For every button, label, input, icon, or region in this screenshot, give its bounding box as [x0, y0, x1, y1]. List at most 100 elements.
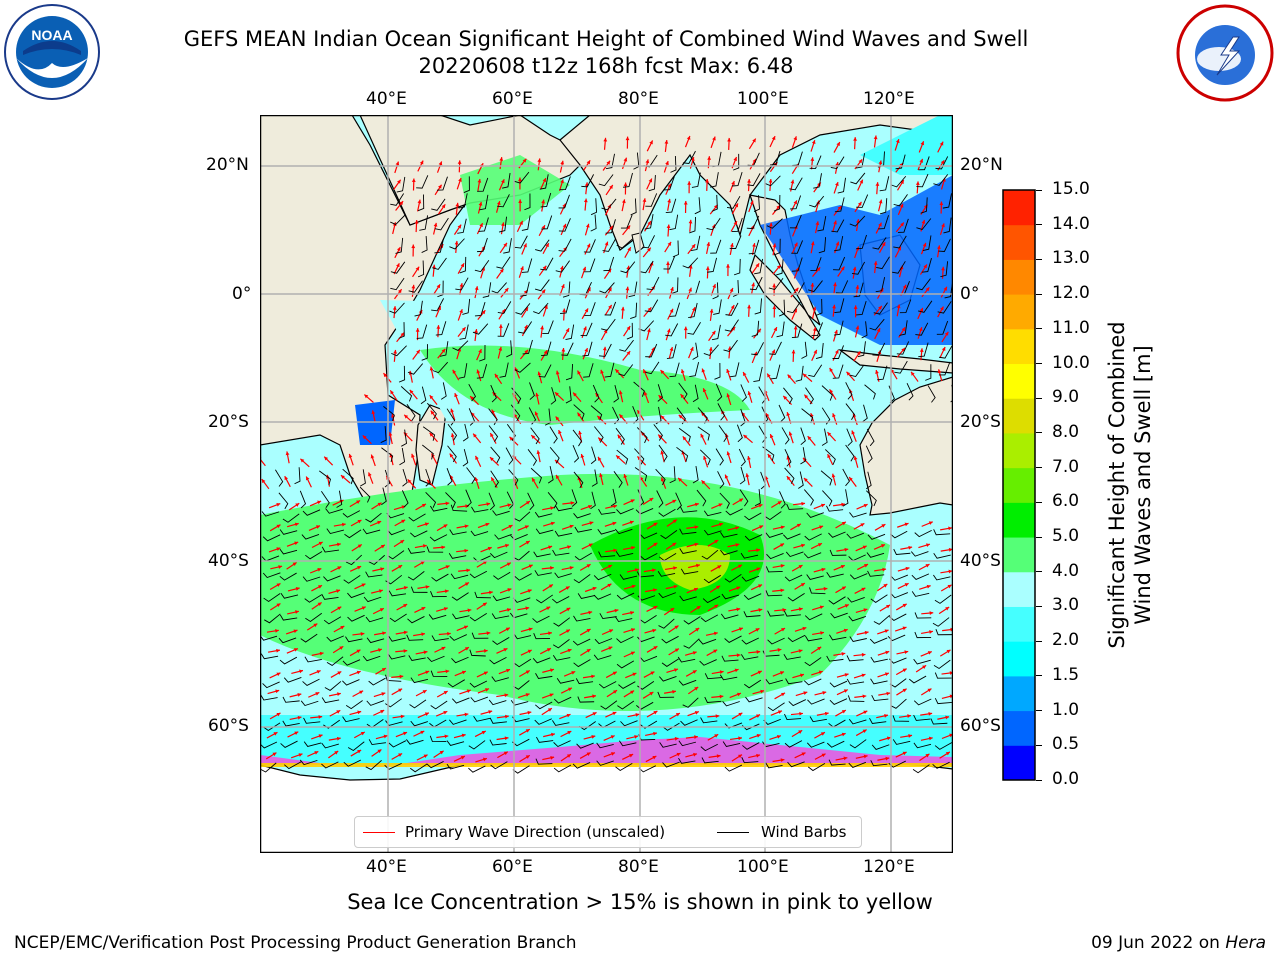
wind-barb: [299, 759, 318, 766]
wind-barb: [906, 383, 914, 401]
wind-barb: [614, 528, 633, 535]
wave-arrow-head: [398, 565, 403, 569]
wave-arrow-head: [504, 543, 509, 548]
wave-arrow-head: [555, 416, 560, 421]
wind-barb: [892, 715, 910, 722]
wind-barb: [808, 364, 823, 378]
wind-barb: [690, 235, 701, 251]
wave-arrow-head: [432, 264, 436, 269]
wind-barb: [598, 681, 617, 689]
wind-barb: [659, 742, 677, 748]
wind-barb: [536, 736, 554, 743]
wind-barb: [767, 610, 785, 617]
wave-arrow-head: [503, 751, 508, 756]
wind-barb: [534, 279, 550, 292]
wave-arrow-head: [648, 178, 653, 183]
wind-barb: [867, 570, 885, 577]
wind-barb: [722, 700, 740, 707]
wind-barb: [488, 408, 498, 426]
colorbar-tick-label: 13.0: [1052, 248, 1090, 269]
wind-barb: [798, 471, 804, 489]
wind-barb: [715, 448, 724, 466]
wave-arrow-head: [411, 244, 416, 249]
wind-barb: [658, 508, 676, 517]
wind-barb: [829, 698, 848, 705]
wind-barb: [305, 612, 323, 623]
wind-barb: [447, 445, 457, 463]
wave-arrow-head: [621, 199, 626, 204]
wind-barb: [421, 344, 428, 361]
wave-arrow-head: [666, 261, 670, 265]
colorbar-tick: [1036, 536, 1042, 538]
wave-arrow-head: [810, 241, 815, 246]
wave-arrow-head: [457, 224, 462, 229]
wave-arrow-head: [399, 201, 404, 206]
wind-barb: [490, 446, 501, 464]
wave-arrow-head: [947, 584, 952, 589]
wave-arrow-head: [334, 751, 339, 755]
wave-arrow-head: [756, 650, 761, 654]
wind-barb: [927, 385, 936, 403]
wind-barb: [605, 153, 615, 170]
wave-arrow-head: [597, 415, 602, 420]
wave-arrow-head: [755, 263, 760, 268]
wind-barb: [634, 467, 648, 482]
wave-arrow-head: [275, 628, 279, 633]
wave-arrow-head: [592, 694, 596, 699]
wave-arrow-head: [443, 710, 448, 715]
wind-barb: [935, 156, 949, 170]
wind-barb: [822, 490, 833, 507]
wave-arrow-head: [829, 389, 834, 394]
wind-barb: [816, 298, 823, 316]
lat-label-left-0: 0°: [232, 284, 252, 304]
wind-barb: [479, 194, 489, 211]
wave-arrow-head: [926, 543, 930, 548]
wave-arrow-head: [566, 607, 571, 612]
wave-arrow-head: [609, 629, 614, 633]
wave-arrow-head: [858, 159, 863, 164]
wind-barb: [715, 383, 723, 402]
wave-arrow-head: [714, 734, 719, 738]
wind-barb: [910, 551, 929, 557]
wave-arrow-head: [787, 374, 792, 379]
wind-barb: [590, 491, 596, 510]
wind-barb: [406, 634, 424, 641]
wind-barb: [584, 258, 596, 273]
wind-barb: [676, 446, 689, 462]
wave-arrow-head: [649, 498, 654, 502]
colorbar-tick: [1036, 397, 1042, 399]
wind-barb: [422, 444, 434, 460]
wave-arrow-head: [566, 713, 571, 718]
wave-arrow-head: [718, 503, 723, 507]
wind-barb: [740, 384, 747, 402]
wind-barb: [565, 386, 572, 404]
wave-arrow-head: [525, 693, 530, 697]
wind-barb: [804, 635, 823, 642]
wave-arrow-head: [843, 628, 848, 633]
wind-barb: [616, 449, 629, 465]
wind-barb: [302, 576, 321, 582]
colorbar-tick-label: 10.0: [1052, 352, 1090, 373]
wind-barb: [610, 488, 617, 507]
wave-arrow-head: [824, 711, 829, 716]
wind-barb: [279, 548, 298, 555]
wave-arrow-head: [712, 284, 716, 289]
wind-barb: [754, 298, 762, 315]
wind-barb: [703, 344, 719, 356]
wind-barb: [754, 489, 761, 507]
wave-arrow-head: [816, 267, 821, 272]
wave-arrow-head: [380, 567, 385, 571]
colorbar-tick: [1036, 605, 1042, 607]
colorbar-tick-label: 12.0: [1052, 283, 1090, 304]
wind-barb: [847, 695, 865, 702]
wave-arrow-head: [357, 544, 362, 549]
wave-arrow-head: [437, 306, 441, 311]
wave-arrow-head: [688, 219, 693, 224]
wave-arrow-head: [542, 265, 547, 270]
wind-barb: [534, 570, 552, 576]
wind-barb: [872, 342, 886, 356]
wind-barb: [614, 616, 633, 623]
wind-barb: [449, 634, 467, 641]
wind-barb: [533, 551, 551, 558]
wind-barb: [657, 384, 663, 402]
